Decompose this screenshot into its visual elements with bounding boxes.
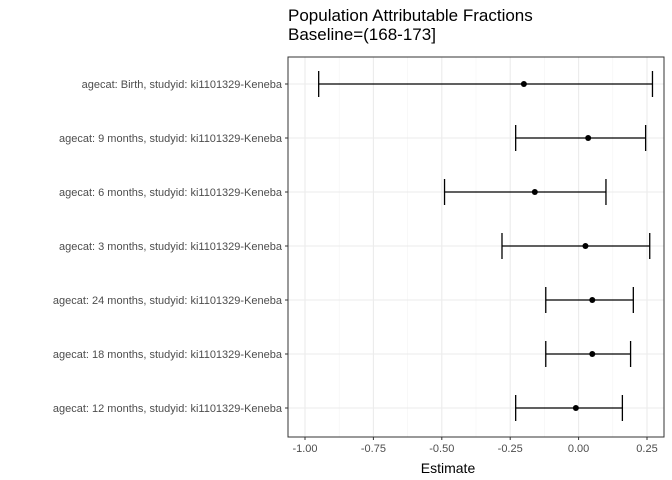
chart-title: Population Attributable Fractions — [288, 6, 533, 25]
panel-border — [287, 56, 665, 438]
estimate-point — [589, 351, 596, 357]
estimate-marks — [318, 71, 654, 421]
y-tick-label: agecat: 24 months, studyid: ki1101329-Ke… — [53, 295, 283, 307]
estimate-point — [585, 135, 592, 141]
x-tick-label: -0.75 — [361, 443, 386, 455]
y-tick-label: agecat: 18 months, studyid: ki1101329-Ke… — [53, 349, 283, 361]
estimate-point — [520, 81, 527, 87]
y-tick-label: agecat: 3 months, studyid: ki1101329-Ken… — [59, 241, 283, 253]
y-tick-label: agecat: Birth, studyid: ki1101329-Keneba — [82, 79, 283, 91]
x-tick-label: -1.00 — [292, 443, 317, 455]
x-axis: -1.00 -0.75 -0.50 -0.25 0.00 0.25 — [292, 437, 658, 455]
y-tick-label: agecat: 12 months, studyid: ki1101329-Ke… — [53, 403, 283, 415]
y-tick-label: agecat: 9 months, studyid: ki1101329-Ken… — [59, 133, 283, 145]
y-tick-label: agecat: 6 months, studyid: ki1101329-Ken… — [59, 187, 283, 199]
x-tick-label: 0.00 — [568, 443, 589, 455]
estimate-point — [572, 405, 579, 411]
x-tick-label: -0.25 — [498, 443, 523, 455]
x-tick-label: -0.50 — [429, 443, 454, 455]
estimate-point — [589, 297, 596, 303]
chart-subtitle: Baseline=(168-173] — [288, 25, 436, 44]
estimate-point — [531, 189, 538, 195]
estimate-point — [582, 243, 589, 249]
x-axis-title: Estimate — [421, 460, 476, 476]
x-tick-label: 0.25 — [636, 443, 657, 455]
y-axis: agecat: Birth, studyid: ki1101329-Keneba… — [53, 79, 288, 415]
